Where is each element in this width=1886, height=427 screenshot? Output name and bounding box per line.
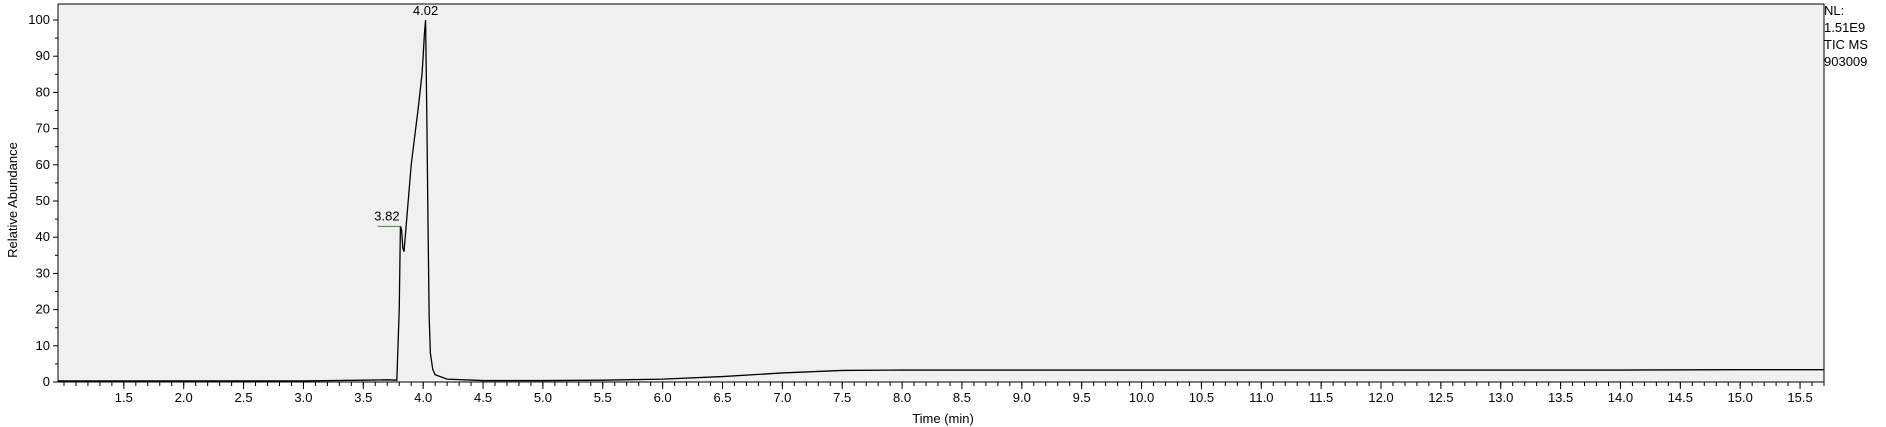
plot-area bbox=[57, 3, 1825, 383]
x-tick-label: 9.5 bbox=[1073, 390, 1091, 405]
y-tick-label: 20 bbox=[36, 302, 50, 317]
nl-value: 1.51E9 bbox=[1824, 20, 1866, 35]
x-tick-label: 10.0 bbox=[1129, 390, 1154, 405]
x-tick-label: 7.5 bbox=[833, 390, 851, 405]
x-tick-label: 13.0 bbox=[1488, 390, 1513, 405]
x-tick-label: 13.5 bbox=[1548, 390, 1573, 405]
y-tick-label: 80 bbox=[36, 84, 50, 99]
x-tick-label: 8.5 bbox=[953, 390, 971, 405]
y-tick-label: 50 bbox=[36, 193, 50, 208]
trace-type: TIC MS bbox=[1824, 37, 1869, 52]
x-tick-label: 4.0 bbox=[414, 390, 432, 405]
x-tick-label: 7.0 bbox=[773, 390, 791, 405]
x-tick-label: 6.0 bbox=[654, 390, 672, 405]
y-tick-label: 90 bbox=[36, 48, 50, 63]
x-tick-label: 3.5 bbox=[354, 390, 372, 405]
y-tick-label: 10 bbox=[36, 338, 50, 353]
x-tick-label: 9.0 bbox=[1013, 390, 1031, 405]
x-tick-label: 3.0 bbox=[294, 390, 312, 405]
peak-labels: 3.82 4.02 bbox=[374, 3, 438, 227]
y-tick-label: 70 bbox=[36, 121, 50, 136]
x-tick-label: 4.5 bbox=[474, 390, 492, 405]
x-tick-label: 15.5 bbox=[1787, 390, 1812, 405]
normalization-info: NL: 1.51E9 TIC MS 903009 bbox=[1824, 2, 1868, 70]
y-tick-label: 60 bbox=[36, 157, 50, 172]
x-tick-label: 2.5 bbox=[235, 390, 253, 405]
x-tick-label: 6.5 bbox=[713, 390, 731, 405]
peak-label: 3.82 bbox=[374, 208, 399, 223]
x-tick-label: 2.0 bbox=[175, 390, 193, 405]
x-tick-label: 15.0 bbox=[1728, 390, 1753, 405]
x-tick-label: 11.0 bbox=[1249, 390, 1273, 405]
x-tick-label: 5.0 bbox=[534, 390, 552, 405]
y-tick-label: 30 bbox=[36, 265, 50, 280]
x-tick-label: 12.5 bbox=[1428, 390, 1453, 405]
x-tick-label: 5.5 bbox=[594, 390, 612, 405]
x-axis: 1.5 2.0 2.5 3.0 3.5 4.0 4.5 5.0 5.5 6.0 6.5 7.0 7.5 8… bbox=[63, 382, 1825, 405]
x-tick-label: 10.5 bbox=[1189, 390, 1214, 405]
x-tick-label: 12.0 bbox=[1368, 390, 1393, 405]
sample-id: 903009 bbox=[1824, 54, 1868, 69]
x-axis-label: Time (min) bbox=[912, 411, 974, 426]
y-axis: 0 10 20 30 40 50 60 70 80 90 100 bbox=[28, 12, 58, 389]
nl-label: NL: bbox=[1824, 3, 1845, 18]
x-tick-label: 8.0 bbox=[893, 390, 911, 405]
x-tick-label: 14.5 bbox=[1668, 390, 1693, 405]
x-tick-label: 14.0 bbox=[1608, 390, 1633, 405]
y-axis-label: Relative Abundance bbox=[5, 142, 20, 258]
x-tick-label: 11.5 bbox=[1309, 390, 1333, 405]
x-tick-label: 1.5 bbox=[115, 390, 133, 405]
tic-trace bbox=[58, 19, 1824, 382]
y-tick-label: 0 bbox=[43, 374, 50, 389]
y-tick-label: 40 bbox=[36, 229, 50, 244]
y-tick-label: 100 bbox=[28, 12, 50, 27]
peak-label: 4.02 bbox=[413, 3, 438, 18]
